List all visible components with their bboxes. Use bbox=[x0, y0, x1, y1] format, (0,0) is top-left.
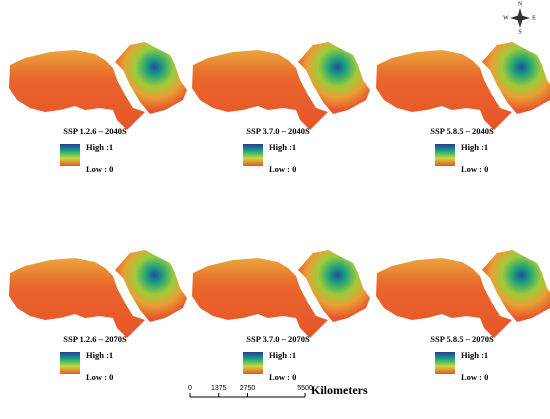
panel-title: SSP 5.8.5 – 2070S bbox=[430, 334, 494, 344]
map bbox=[192, 250, 370, 338]
scale-label: 1375 bbox=[211, 385, 227, 392]
legend-ramp bbox=[243, 144, 263, 166]
legend-low: Low : 0 bbox=[269, 372, 296, 382]
panel-title: SSP 1.2.6 – 2070S bbox=[63, 334, 127, 344]
legend-low: Low : 0 bbox=[86, 164, 113, 174]
compass-s: S bbox=[518, 29, 521, 35]
scale-label: 0 bbox=[188, 385, 192, 392]
legend-ramp bbox=[243, 352, 263, 374]
legend-high: High :1 bbox=[461, 142, 488, 152]
map bbox=[376, 250, 550, 338]
legend-low: Low : 0 bbox=[86, 372, 113, 382]
legend-ramp bbox=[60, 352, 80, 374]
legend-high: High :1 bbox=[269, 350, 296, 360]
legend-high: High :1 bbox=[269, 142, 296, 152]
map bbox=[9, 250, 187, 338]
compass-e: E bbox=[532, 15, 536, 21]
panel-title: SSP 3.7.0 – 2040S bbox=[246, 126, 310, 136]
map-panel: SSP 3.7.0 – 2040S High :1 Low : 0 bbox=[192, 42, 370, 174]
map-panel: SSP 5.8.5 – 2040S High :1 Low : 0 bbox=[376, 42, 550, 174]
legend-low: Low : 0 bbox=[461, 372, 488, 382]
legend-low: Low : 0 bbox=[461, 164, 488, 174]
legend-high: High :1 bbox=[86, 142, 113, 152]
map bbox=[192, 42, 370, 130]
map-panel: SSP 1.2.6 – 2070S High :1 Low : 0 bbox=[9, 250, 187, 382]
map bbox=[376, 42, 550, 130]
panel-title: SSP 3.7.0 – 2070S bbox=[246, 334, 310, 344]
scale-label: 5500 bbox=[297, 385, 313, 392]
compass-n: N bbox=[518, 1, 523, 7]
map-panel: SSP 5.8.5 – 2070S High :1 Low : 0 bbox=[376, 250, 550, 382]
legend-ramp bbox=[60, 144, 80, 166]
compass-w: W bbox=[503, 15, 509, 21]
compass: N S E W bbox=[503, 1, 536, 35]
scale-unit: Kilometers bbox=[311, 383, 368, 397]
legend-high: High :1 bbox=[461, 350, 488, 360]
legend-high: High :1 bbox=[86, 350, 113, 360]
legend-low: Low : 0 bbox=[269, 164, 296, 174]
panel-title: SSP 1.2.6 – 2040S bbox=[63, 126, 127, 136]
map bbox=[9, 42, 187, 130]
scale-label: 2750 bbox=[240, 385, 256, 392]
legend-ramp bbox=[435, 352, 455, 374]
panel-title: SSP 5.8.5 – 2040S bbox=[430, 126, 494, 136]
legend-ramp bbox=[435, 144, 455, 166]
map-panel: SSP 3.7.0 – 2070S High :1 Low : 0 bbox=[192, 250, 370, 382]
map-panel: SSP 1.2.6 – 2040S High :1 Low : 0 bbox=[9, 42, 187, 174]
